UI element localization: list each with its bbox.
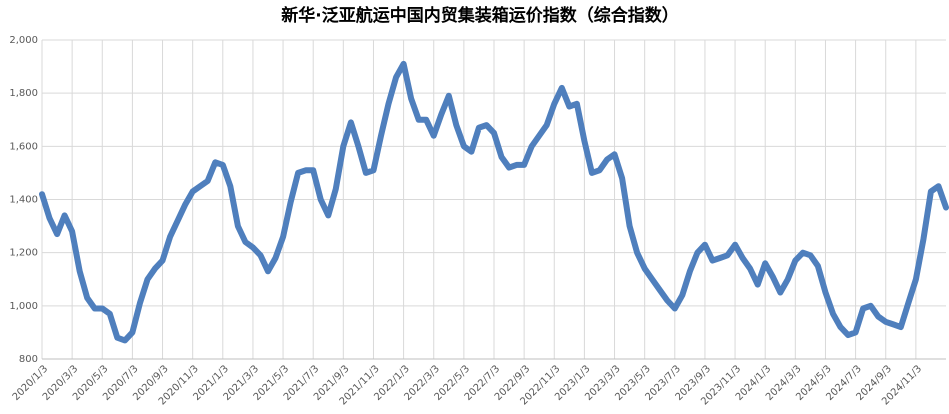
y-tick-label: 1,200	[9, 248, 38, 259]
data-line	[39, 60, 949, 344]
y-tick-label: 1,800	[9, 88, 38, 99]
y-tick-label: 1,400	[9, 195, 38, 206]
y-tick-label: 1,000	[9, 301, 38, 312]
y-tick-label: 1,600	[9, 141, 38, 152]
chart-title: 新华·泛亚航运中国内贸集装箱运价指数（综合指数）	[281, 5, 678, 26]
y-tick-label: 2,000	[9, 35, 38, 46]
y-tick-label: 800	[19, 354, 38, 365]
